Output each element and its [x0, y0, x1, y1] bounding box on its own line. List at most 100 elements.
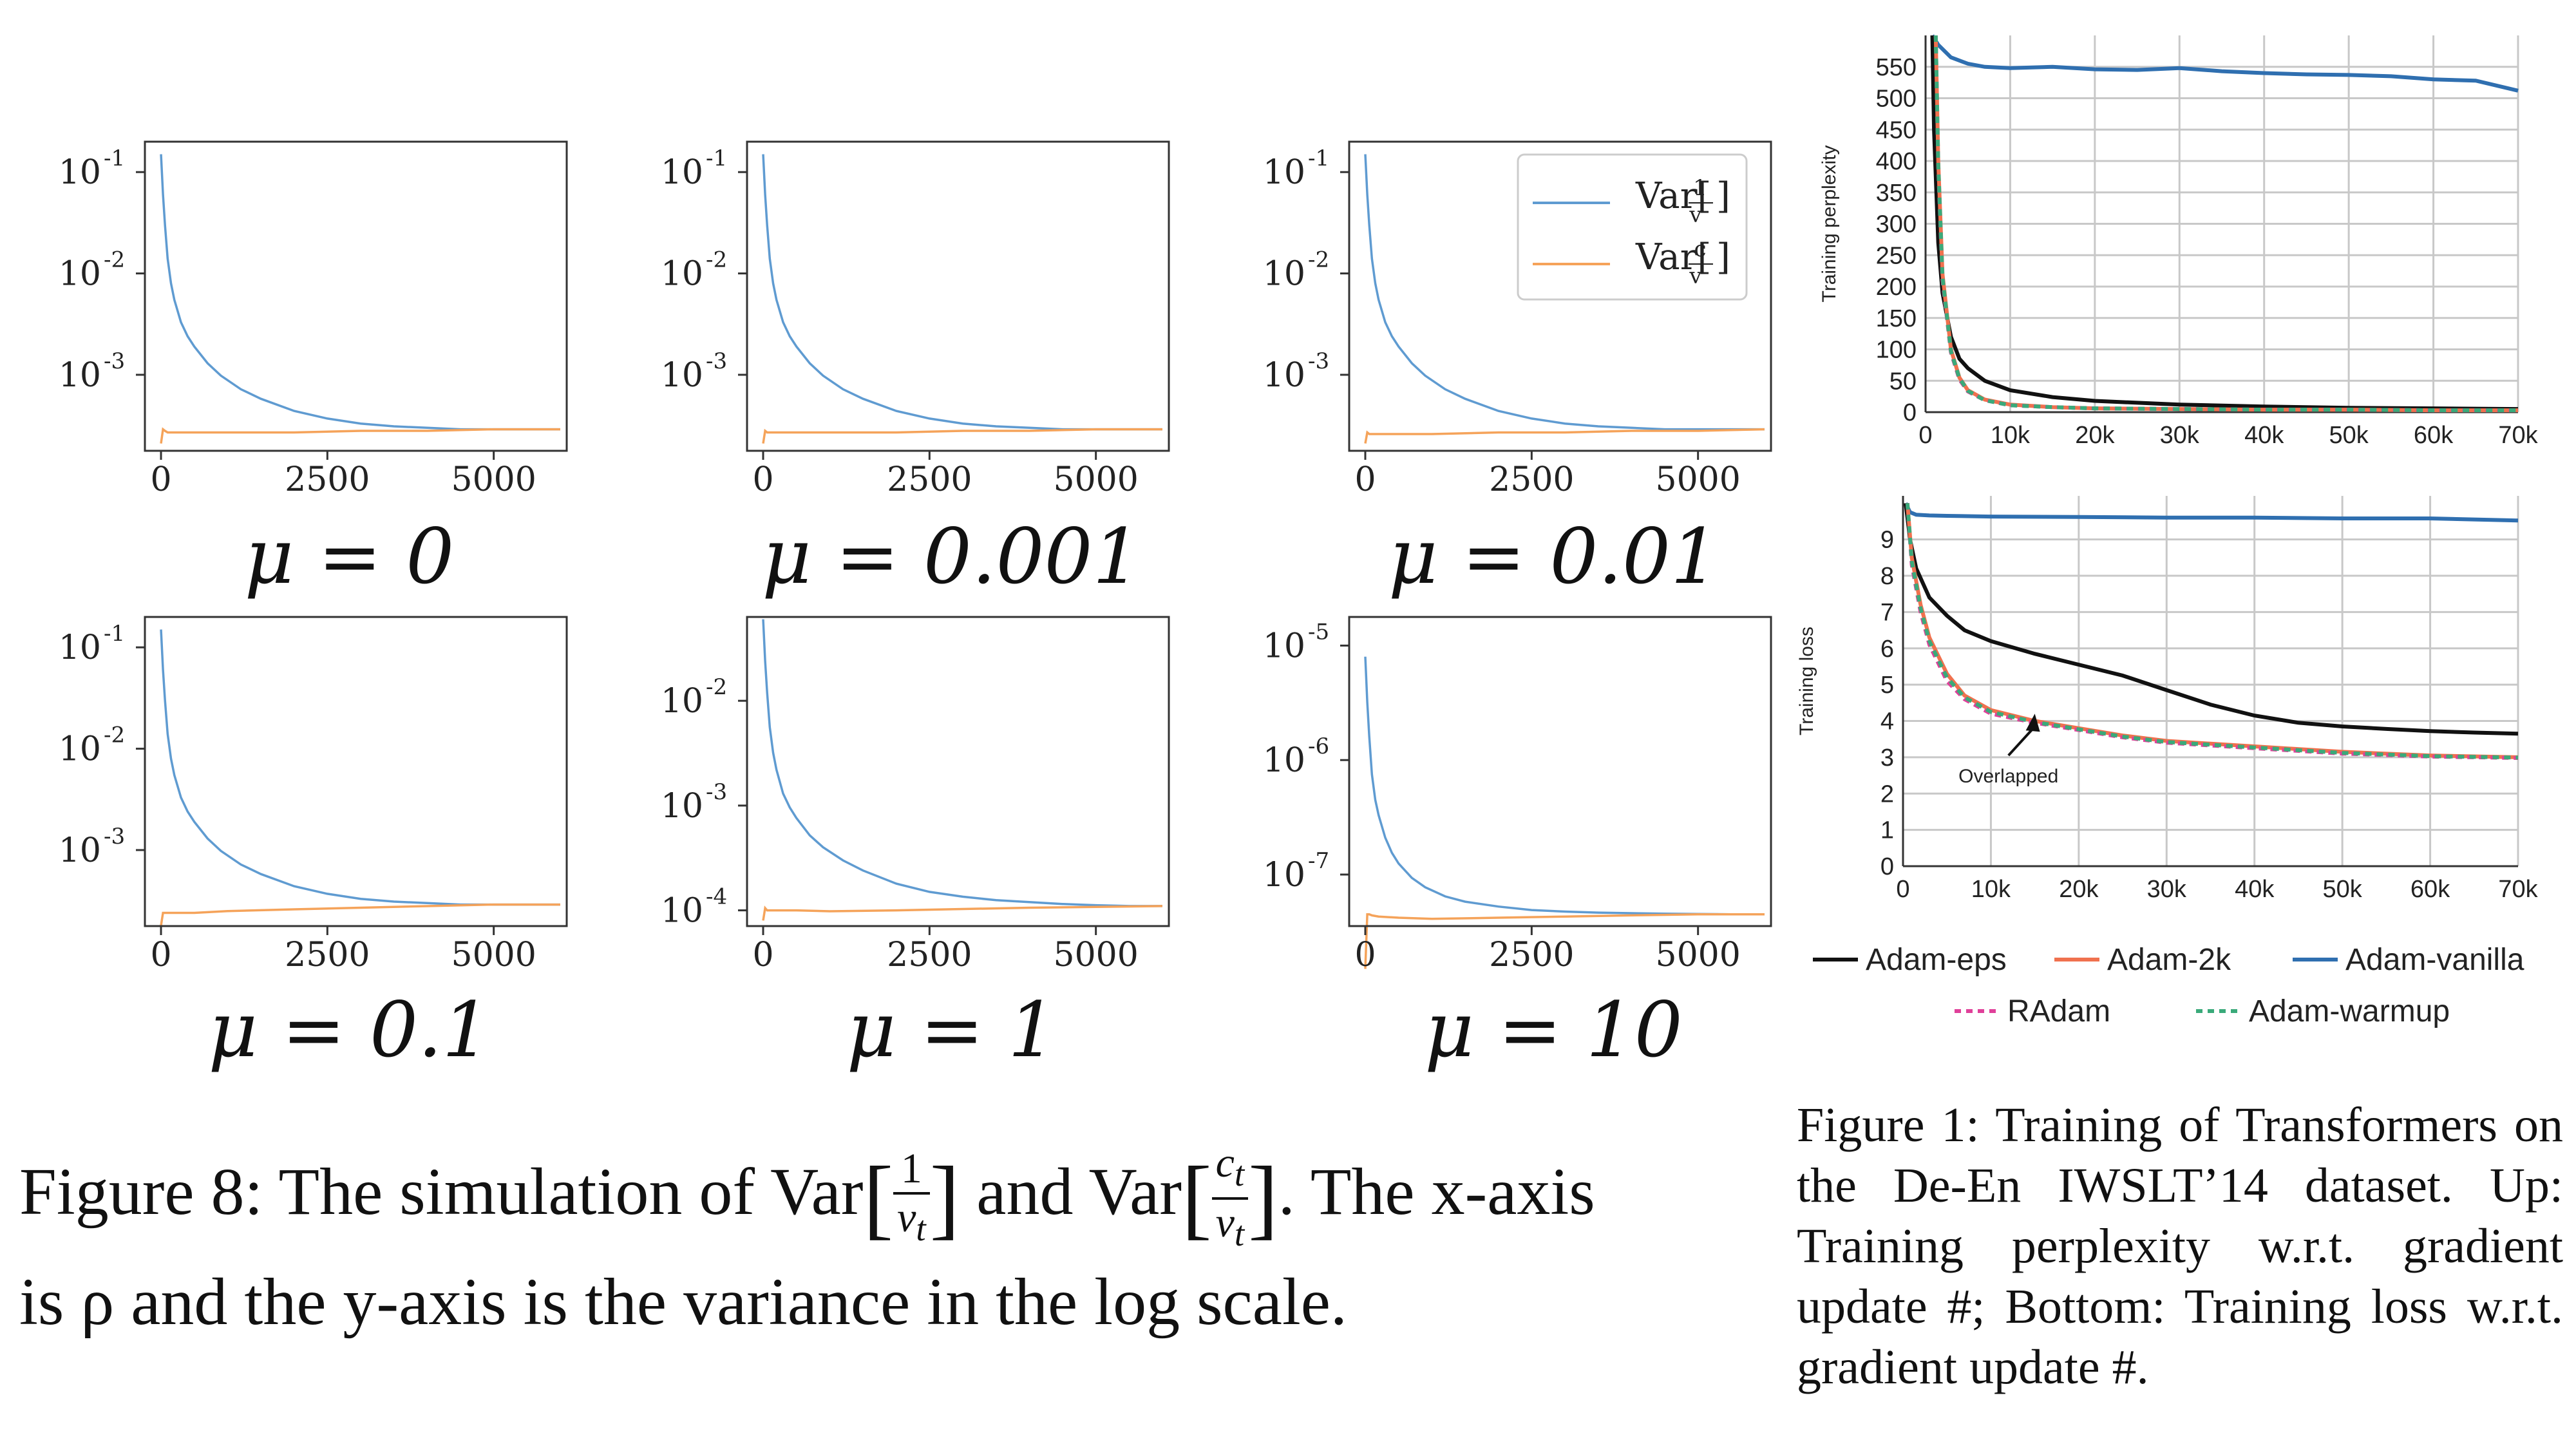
legend-close-bracket: ]: [1716, 175, 1730, 217]
series-line-adam-eps: [1904, 502, 2519, 736]
mu-label: μ = 0: [245, 512, 455, 601]
y-tick-exponent: -6: [1308, 734, 1329, 759]
x-tick-label: 2500: [887, 460, 972, 499]
x-tick-label: 5000: [451, 460, 536, 499]
y-axis-label: Training loss: [1796, 627, 1817, 735]
y-tick-label: 250: [1876, 242, 1917, 269]
frac2-den-t: t: [1234, 1214, 1245, 1254]
axes-frame: [1348, 616, 1772, 927]
y-tick-base: 10: [661, 682, 703, 721]
y-tick-label: 500: [1876, 86, 1917, 113]
figure1-caption: Figure 1: Training of Transformers on th…: [1797, 1098, 2563, 1394]
series-line-adam-vanilla: [1904, 502, 2519, 523]
loss-panel: 0 10k 20k 30k 40k 50k 60k 70k 0 1 2 3 4 5 6 7 8 9 Training…: [1796, 496, 2539, 903]
y-tick-base: 10: [59, 831, 101, 870]
sim-legend: Var[1v]Var[cv]: [1517, 153, 1748, 301]
axes-frame: [1348, 140, 1772, 452]
annotation-arrow: [2007, 725, 2036, 757]
x-tick-label: 5000: [1655, 460, 1740, 499]
y-tick-exponent: -5: [1308, 619, 1329, 645]
y-tick-label: 2: [1880, 781, 1894, 808]
bracket-close: ]: [929, 1148, 960, 1249]
x-tick-label: 0: [150, 936, 171, 974]
y-tick-exponent: -3: [104, 824, 125, 849]
fig8-caption-part1: Figure 8: The simulation of Var: [19, 1155, 864, 1229]
y-tick-exponent: -7: [1308, 848, 1329, 874]
y-tick-label: 6: [1880, 636, 1894, 663]
legend-frac-num: 1: [1693, 175, 1707, 201]
frac2-num-c: c: [1215, 1139, 1235, 1186]
y-tick-base: 10: [661, 892, 703, 931]
y-tick-label: 0: [1903, 399, 1917, 426]
x-tick-label: 0: [752, 460, 773, 499]
y-tick-exponent: -3: [706, 348, 727, 374]
y-tick-label: 4: [1880, 708, 1894, 735]
y-tick-exponent: -4: [706, 884, 727, 910]
y-tick-label: 50: [1889, 368, 1917, 395]
x-tick-label: 70k: [2498, 876, 2538, 903]
legend-frac-den: v: [1689, 263, 1702, 289]
legend-label: Adam-warmup: [2249, 994, 2450, 1028]
frac-den-t: t: [916, 1208, 926, 1248]
y-tick-label: 350: [1876, 180, 1917, 207]
frac-den-v: v: [897, 1193, 916, 1241]
y-tick-label: 100: [1876, 337, 1917, 364]
series-line-var-ct-vt: [1364, 913, 1765, 969]
x-tick-label: 2500: [1489, 936, 1574, 974]
figure8-caption: Figure 8: The simulation of Var[1 vt] and…: [19, 1140, 1758, 1347]
x-tick-label: 30k: [2160, 422, 2200, 449]
mu-label: μ = 0.01: [1388, 512, 1719, 601]
x-tick-label: 0: [752, 936, 773, 974]
x-tick-label: 0: [150, 460, 171, 499]
y-tick-exponent: -2: [104, 723, 125, 748]
y-tick-base: 10: [1263, 356, 1305, 395]
series-line-adam-eps: [1930, 35, 2519, 412]
y-tick-exponent: -1: [1308, 146, 1329, 171]
x-tick-label: 10k: [1971, 876, 2011, 903]
legend-frame: [1517, 153, 1748, 301]
y-tick-label: 7: [1880, 599, 1894, 626]
x-tick-label: 2500: [285, 936, 370, 974]
y-tick-base: 10: [661, 787, 703, 826]
x-tick-label: 0: [1354, 460, 1376, 499]
series-line-adam-vanilla: [1930, 34, 2519, 93]
x-tick-label: 70k: [2498, 422, 2538, 449]
legend-label: Adam-2k: [2107, 943, 2231, 977]
y-axis-label: Training perplexity: [1819, 146, 1840, 303]
mu-label: μ = 0.1: [208, 985, 490, 1074]
fig8-caption-line2: is ρ and the y-axis is the variance in t…: [19, 1265, 1347, 1340]
y-tick-label: 150: [1876, 305, 1917, 332]
x-tick-label: 20k: [2059, 876, 2099, 903]
legend-label: Adam-vanilla: [2345, 943, 2524, 977]
x-tick-label: 5000: [451, 936, 536, 974]
mu-label: μ = 10: [1425, 985, 1683, 1074]
x-tick-label: 50k: [2329, 422, 2369, 449]
y-tick-base: 10: [59, 153, 101, 192]
series-line-adam-2k: [1905, 503, 2519, 759]
bracket-open: [: [863, 1148, 894, 1249]
series-line-var-ct-vt: [160, 427, 560, 444]
x-tick-label: 20k: [2075, 422, 2115, 449]
annotation-arrowhead: [2025, 714, 2040, 732]
x-tick-label: 5000: [1655, 936, 1740, 974]
fraction-ct-over-vt: ct vt: [1211, 1139, 1249, 1257]
legend-frac-den: v: [1689, 202, 1702, 228]
y-tick-base: 10: [661, 255, 703, 294]
x-tick-label: 50k: [2323, 876, 2363, 903]
series-line-var-ct-vt: [762, 905, 1163, 921]
fig8-caption-part2: . The x-axis: [1278, 1155, 1595, 1229]
frac2-num-t: t: [1234, 1154, 1245, 1194]
x-tick-label: 60k: [2410, 876, 2450, 903]
series-line-var-ct-vt: [160, 903, 560, 926]
y-tick-label: 3: [1880, 744, 1894, 772]
y-tick-label: 200: [1876, 274, 1917, 301]
legend-label: RAdam: [2007, 994, 2110, 1028]
fig8-caption-and: and Var: [976, 1155, 1182, 1229]
series-line-var-inv-vt: [762, 619, 1162, 907]
y-tick-label: 9: [1880, 527, 1894, 554]
x-tick-label: 0: [1896, 876, 1909, 903]
